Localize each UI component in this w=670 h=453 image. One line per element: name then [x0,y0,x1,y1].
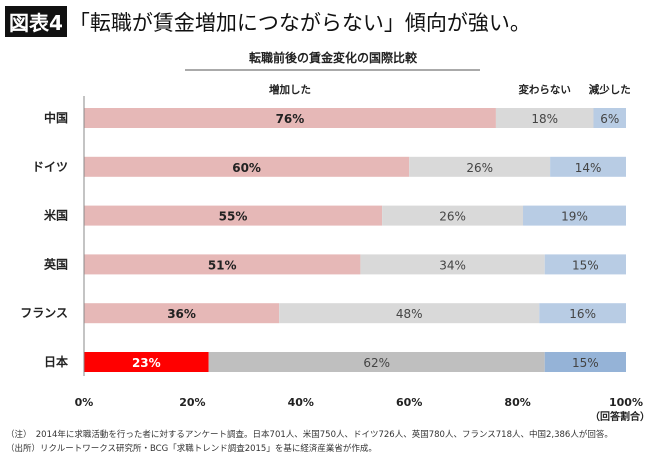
bar-segment [550,156,626,177]
bar-segment [84,352,209,372]
footnote: （注） 2014年に求職活動を行った者に対するアンケート調査。日本701人、米国… [6,430,613,440]
data-label: 19% [561,210,588,224]
bar-segment [409,156,551,177]
source-note: （出所）リクルートワークス研究所・BCG「求職トレンド調査2015」を基に経済産… [6,444,377,453]
data-label: 15% [572,258,599,272]
bar-segment [382,205,524,226]
data-label: 36% [167,307,196,321]
bar-segment [539,303,626,324]
bar-segment [84,205,383,226]
bar-segment [279,303,540,324]
bar-segment [495,108,594,128]
bar-segment [544,352,626,372]
header: 図表4 「転職が賃金増加につながらない」傾向が強い。 [5,6,531,37]
x-axis-label: （回答割合） [590,410,650,423]
data-label: 15% [572,356,599,370]
data-label: 18% [531,112,558,126]
data-label: 51% [208,258,237,272]
x-tick-label: 100% [609,396,643,409]
bar-segment [523,205,626,226]
bar-segment [84,156,410,177]
data-label: 23% [132,356,161,370]
category-label: 米国 [44,208,68,223]
legend-label: 変わらない [518,83,571,96]
x-tick-label: 0% [75,396,94,409]
page-title: 「転職が賃金増加につながらない」傾向が強い。 [68,10,531,35]
chart-title: 転職前後の賃金変化の国際比較 [249,50,418,65]
bar-segment [360,254,545,275]
x-tick-label: 60% [396,396,422,409]
legend-label: 減少した [589,83,631,96]
category-label: フランス [20,306,68,320]
bar-segment [208,352,545,372]
data-label: 26% [466,161,493,175]
category-label: ドイツ [32,160,68,174]
bar-segment [84,303,280,324]
data-label: 55% [219,210,248,224]
figure-label: 図表4 [5,6,67,37]
category-label: 中国 [44,110,68,125]
data-label: 16% [569,307,596,321]
data-label: 76% [276,112,305,126]
data-label: 48% [396,307,423,321]
bar-segment [84,254,361,275]
x-tick-label: 80% [504,396,530,409]
data-label: 62% [363,356,390,370]
bar-segment [544,254,626,275]
x-tick-label: 20% [179,396,205,409]
data-label: 34% [439,258,466,272]
data-label: 60% [232,161,261,175]
bar-segment [593,108,626,128]
data-label: 6% [600,112,619,126]
category-label: 英国 [44,256,68,271]
data-label: 26% [439,210,466,224]
x-tick-label: 40% [288,396,314,409]
category-label: 日本 [44,354,68,369]
legend-label: 増加した [269,83,311,96]
data-label: 14% [575,161,602,175]
bar-segment [84,108,496,128]
